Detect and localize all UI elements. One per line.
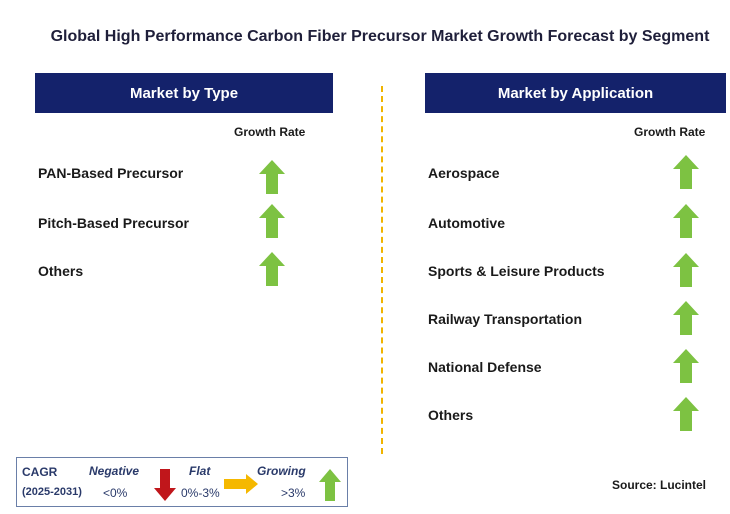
- growing-arrow-icon: [673, 204, 699, 238]
- chart-title: Global High Performance Carbon Fiber Pre…: [50, 28, 710, 45]
- application-section-header: Market by Application: [425, 73, 726, 113]
- growing-arrow-icon: [319, 469, 341, 501]
- legend-flat-label: Flat: [189, 464, 211, 478]
- growing-arrow-icon: [673, 301, 699, 335]
- source-note: Source: Lucintel: [612, 478, 707, 492]
- application-item-aerospace: Aerospace: [428, 165, 500, 181]
- growing-arrow-icon: [673, 349, 699, 383]
- legend-negative-range: <0%: [103, 486, 128, 500]
- flat-arrow-icon: [224, 474, 258, 494]
- legend-negative-label: Negative: [89, 464, 140, 478]
- legend-growing-label: Growing: [257, 464, 306, 478]
- application-growth-rate-label: Growth Rate: [634, 125, 706, 139]
- legend-cagr-label: CAGR: [22, 465, 58, 479]
- growing-arrow-icon: [673, 397, 699, 431]
- type-growth-rate-label: Growth Rate: [234, 125, 306, 139]
- legend-flat-range: 0%-3%: [181, 486, 220, 500]
- growing-arrow-icon: [673, 155, 699, 189]
- legend-growing-range: >3%: [281, 486, 306, 500]
- growing-arrow-icon: [259, 160, 285, 194]
- application-item-automotive: Automotive: [428, 215, 505, 231]
- type-section-header: Market by Type: [35, 73, 333, 113]
- cagr-legend: CAGR (2025-2031) Negative <0% Flat 0%-3%…: [16, 457, 348, 507]
- application-item-railway-transportation: Railway Transportation: [428, 311, 583, 327]
- type-item-pitch-based-precursor: Pitch-Based Precursor: [38, 215, 189, 231]
- negative-arrow-icon: [154, 469, 176, 501]
- application-item-sports-leisure-products: Sports & Leisure Products: [428, 263, 605, 279]
- type-item-others: Others: [38, 263, 84, 279]
- growing-arrow-icon: [673, 253, 699, 287]
- growing-arrow-icon: [259, 252, 285, 286]
- section-divider: [381, 86, 383, 454]
- application-item-national-defense: National Defense: [428, 359, 542, 375]
- type-item-pan-based-precursor: PAN-Based Precursor: [38, 165, 184, 181]
- growing-arrow-icon: [259, 204, 285, 238]
- application-item-others: Others: [428, 407, 474, 423]
- legend-years: (2025-2031): [22, 486, 82, 498]
